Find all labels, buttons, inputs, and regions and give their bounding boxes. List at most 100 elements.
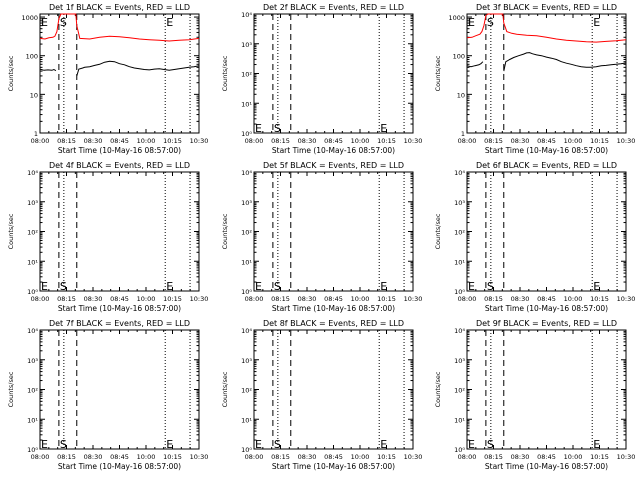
panel-5-xtick-label: 10:30 — [404, 295, 423, 303]
panel-2-ytick-label: 10¹ — [241, 100, 252, 108]
panel-9-marker-label: E — [593, 438, 600, 451]
panel-8-marker-label: E — [380, 438, 387, 451]
panel-1-ylabel: Counts/sec — [7, 55, 15, 91]
panel-4-ytick-label: 10³ — [27, 199, 38, 207]
panel-6-ytick-label: 10⁰ — [454, 288, 465, 296]
panel-6-xtick-label: 10:00 — [564, 295, 583, 303]
panel-1-frame — [39, 13, 200, 134]
panel-7-xtick-label: 10:00 — [137, 453, 156, 461]
panel-2-xtick-label: 10:30 — [404, 137, 423, 145]
panel-1-ytick-label: 100 — [26, 53, 38, 61]
panel-9-xtick-label: 10:30 — [617, 453, 636, 461]
panel-1-xtick-label: 08:45 — [110, 137, 129, 145]
panel-3-series-2-line — [466, 52, 627, 72]
panel-8-frame — [253, 329, 414, 450]
panel-3-ytick-label: 1000 — [448, 14, 465, 22]
panel-4-title: Det 4f BLACK = Events, RED = LLD — [49, 161, 190, 170]
panel-1-marker-label: E — [166, 16, 173, 29]
panel-7-xlabel: Start Time (10-May-16 08:57:00) — [58, 462, 181, 471]
panel-5-frame — [253, 171, 414, 292]
panel-3-frame — [466, 13, 627, 134]
panel-3-xtick-label: 10:00 — [564, 137, 583, 145]
panel-7-xtick-label: 08:00 — [31, 453, 50, 461]
panel-9-marker-label: E — [468, 438, 475, 451]
panel-5-xtick-label: 08:15 — [271, 295, 290, 303]
panel-3-marker-label: E — [593, 16, 600, 29]
panel-5-ytick-label: 10⁴ — [241, 169, 252, 177]
panel-2-ytick-label: 10⁰ — [241, 130, 252, 138]
panel-5-xtick-label: 10:15 — [377, 295, 396, 303]
panel-4-marker-label: E — [166, 280, 173, 293]
panel-7-xtick-label: 08:45 — [110, 453, 129, 461]
panel-9-xtick-label: 10:00 — [564, 453, 583, 461]
panel-6-xtick-label: 08:45 — [537, 295, 556, 303]
panel-3-series-1-line — [466, 13, 627, 43]
panel-6-ytick-label: 10⁴ — [454, 169, 465, 177]
panel-4-ylabel: Counts/sec — [7, 213, 15, 249]
panel-9-ytick-label: 10³ — [454, 357, 465, 365]
panel-2-xlabel: Start Time (10-May-16 08:57:00) — [272, 146, 395, 155]
panel-6-ylabel: Counts/sec — [434, 213, 442, 249]
panel-9-title: Det 9f BLACK = Events, RED = LLD — [476, 319, 617, 328]
panel-4-xtick-label: 08:15 — [57, 295, 76, 303]
panel-2-ytick-label: 10³ — [241, 41, 252, 49]
panel-3-xtick-label: 10:30 — [617, 137, 636, 145]
panel-3-marker-label: E — [468, 16, 475, 29]
panel-5-xtick-label: 10:00 — [351, 295, 370, 303]
panel-6-marker-label: E — [468, 280, 475, 293]
panel-1-xtick-label: 08:30 — [84, 137, 103, 145]
panel-4-xtick-label: 08:00 — [31, 295, 50, 303]
panel-4-ytick-label: 10⁴ — [27, 169, 38, 177]
panel-2-marker-label: E — [380, 122, 387, 135]
panel-4-ytick-label: 10² — [27, 229, 38, 237]
panel-9-ylabel: Counts/sec — [434, 371, 442, 407]
panel-8-xtick-label: 10:30 — [404, 453, 423, 461]
panel-3-xlabel: Start Time (10-May-16 08:57:00) — [485, 146, 608, 155]
panel-7-ylabel: Counts/sec — [7, 371, 15, 407]
panel-1-ytick-label: 1 — [34, 130, 38, 138]
panel-5-ytick-label: 10¹ — [241, 258, 252, 266]
panel-2-ylabel: Counts/sec — [221, 55, 229, 91]
panel-8-ylabel: Counts/sec — [221, 371, 229, 407]
panel-3-ytick-label: 1 — [461, 130, 465, 138]
panel-9-ytick-label: 10² — [454, 387, 465, 395]
panel-1-marker-label: S — [60, 16, 67, 29]
panel-9-ytick-label: 10⁰ — [454, 446, 465, 454]
panel-2-frame — [253, 13, 414, 134]
panel-9-frame — [466, 329, 627, 450]
panel-5-marker-label: E — [380, 280, 387, 293]
panel-2-ytick-label: 10⁴ — [241, 11, 252, 19]
panel-7-ytick-label: 10⁴ — [27, 327, 38, 335]
panel-7-ytick-label: 10⁰ — [27, 446, 38, 454]
panel-6-xtick-label: 10:30 — [617, 295, 636, 303]
panel-7-xtick-label: 08:30 — [84, 453, 103, 461]
panel-5-xtick-label: 08:45 — [324, 295, 343, 303]
panel-3-marker-label: S — [487, 16, 494, 29]
panel-8-xtick-label: 08:15 — [271, 453, 290, 461]
panel-7-ytick-label: 10² — [27, 387, 38, 395]
panel-6-xlabel: Start Time (10-May-16 08:57:00) — [485, 304, 608, 313]
panel-1-xtick-label: 10:15 — [163, 137, 182, 145]
panel-8-ytick-label: 10⁴ — [241, 327, 252, 335]
panel-6-ytick-label: 10² — [454, 229, 465, 237]
panel-5-marker-label: E — [255, 280, 262, 293]
panel-8-ytick-label: 10³ — [241, 357, 252, 365]
panel-6-xtick-label: 08:00 — [458, 295, 477, 303]
panel-2-xtick-label: 08:00 — [245, 137, 264, 145]
panel-7-xtick-label: 10:30 — [190, 453, 209, 461]
panel-5-ytick-label: 10³ — [241, 199, 252, 207]
panel-7-marker-label: E — [166, 438, 173, 451]
panel-5-title: Det 5f BLACK = Events, RED = LLD — [263, 161, 404, 170]
panel-7-ytick-label: 10³ — [27, 357, 38, 365]
panel-4-xlabel: Start Time (10-May-16 08:57:00) — [58, 304, 181, 313]
panel-9-xtick-label: 08:00 — [458, 453, 477, 461]
panel-6-xtick-label: 08:30 — [511, 295, 530, 303]
panel-1-marker-label: E — [41, 16, 48, 29]
panel-6-xtick-label: 10:15 — [590, 295, 609, 303]
panel-9-xtick-label: 08:15 — [484, 453, 503, 461]
panel-3-title: Det 3f BLACK = Events, RED = LLD — [476, 3, 617, 12]
panel-3-xtick-label: 10:15 — [590, 137, 609, 145]
panel-3-ylabel: Counts/sec — [434, 55, 442, 91]
panel-7-frame — [39, 329, 200, 450]
